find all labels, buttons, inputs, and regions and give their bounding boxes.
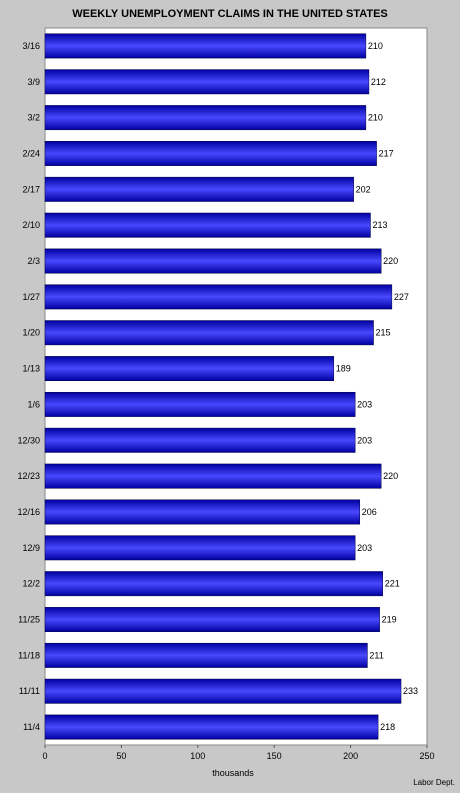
bar-1-13 — [44, 356, 335, 382]
category-label: 12/2 — [22, 579, 40, 589]
category-label: 1/27 — [22, 292, 40, 302]
category-label: 2/24 — [22, 148, 40, 158]
x-tick-label: 0 — [42, 751, 47, 761]
value-label: 220 — [383, 471, 398, 481]
category-label: 12/30 — [17, 435, 40, 445]
category-label: 3/9 — [27, 77, 40, 87]
category-label: 3/16 — [22, 41, 40, 51]
bar-3-2 — [44, 105, 367, 131]
category-labels: 3/16 3/9 3/2 2/24 2/17 2/10 2/3 1/27 1/20 1/13 1/6… — [17, 41, 40, 732]
category-label: 11/25 — [18, 615, 40, 625]
bar-2-24 — [44, 141, 377, 166]
category-label: 12/16 — [17, 507, 40, 517]
bar-12-30 — [44, 427, 356, 453]
x-tick-label: 200 — [343, 751, 358, 761]
bar-2-3 — [44, 248, 382, 274]
category-label: 11/4 — [23, 722, 40, 732]
bar-2-10 — [44, 212, 371, 238]
x-tick-label: 150 — [267, 751, 282, 761]
category-label: 11/11 — [19, 686, 40, 696]
category-label: 2/10 — [22, 220, 40, 230]
value-label: 233 — [403, 686, 418, 696]
bar-11-4 — [44, 714, 379, 740]
chart-title: WEEKLY UNEMPLOYMENT CLAIMS IN THE UNITED… — [72, 8, 388, 20]
plot-area — [44, 27, 428, 746]
category-label: 12/9 — [22, 543, 40, 553]
value-label: 220 — [383, 256, 398, 266]
value-label: 217 — [379, 148, 394, 158]
bar-12-23 — [44, 463, 382, 489]
value-label: 203 — [357, 435, 372, 445]
category-label: 12/23 — [17, 471, 40, 481]
bar-3-9 — [44, 69, 370, 95]
value-label: 221 — [385, 579, 400, 589]
source-note: Labor Dept. — [413, 778, 455, 787]
value-label: 206 — [362, 507, 377, 517]
value-label: 213 — [372, 220, 387, 230]
bar-11-25 — [44, 607, 380, 632]
category-label: 1/20 — [22, 328, 40, 338]
x-tick-label: 100 — [190, 751, 205, 761]
bar-1-6 — [44, 391, 356, 417]
value-label: 219 — [382, 615, 397, 625]
category-label: 3/2 — [27, 113, 40, 123]
category-label: 11/18 — [18, 650, 40, 660]
value-label: 212 — [371, 77, 386, 87]
x-tick-label: 50 — [116, 751, 126, 761]
value-label: 202 — [356, 184, 371, 194]
value-label: 210 — [368, 41, 383, 51]
value-label: 203 — [357, 543, 372, 553]
bar-2-17 — [44, 176, 354, 202]
bar-11-18 — [44, 642, 368, 668]
bar-12-2 — [44, 571, 383, 597]
value-labels: 210 212 210 217 202 213 220 227 215 189 203 203 220 2… — [336, 41, 418, 732]
bar-1-27 — [44, 284, 393, 310]
category-label: 1/13 — [22, 364, 40, 374]
value-label: 218 — [380, 722, 395, 732]
value-label: 211 — [369, 650, 383, 660]
value-label: 210 — [368, 113, 383, 123]
value-label: 227 — [394, 292, 409, 302]
bar-3-16 — [44, 33, 367, 59]
bar-1-20 — [44, 320, 374, 346]
x-axis-label: thousands — [212, 768, 254, 778]
value-label: 189 — [336, 364, 351, 374]
value-label: 203 — [357, 399, 372, 409]
bar-group — [44, 33, 402, 740]
x-axis-ticks: 0 50 100 150 200 250 — [42, 745, 435, 761]
category-label: 2/3 — [27, 256, 40, 266]
category-label: 1/6 — [27, 399, 40, 409]
bar-11-11 — [44, 678, 402, 704]
x-tick-label: 250 — [419, 751, 434, 761]
value-label: 215 — [376, 328, 391, 338]
bar-12-9 — [44, 535, 356, 561]
category-label: 2/17 — [22, 184, 40, 194]
bar-12-16 — [44, 499, 361, 525]
